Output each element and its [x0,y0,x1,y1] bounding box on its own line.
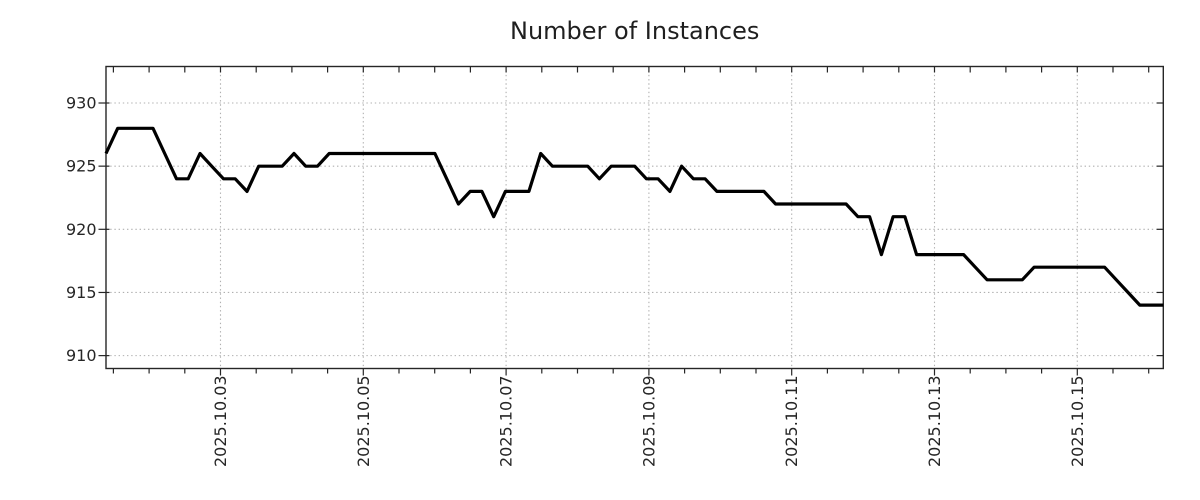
grid-layer [106,66,1164,369]
x-tick-label: 2025.10.05 [354,375,373,467]
x-tick-label: 2025.10.07 [497,375,516,467]
x-tick-label: 2025.10.13 [925,375,944,467]
x-tick-label: 2025.10.15 [1068,375,1087,467]
axis-layer [98,65,1165,376]
axis-labels: 910 915 920 925 930 2025.10.03 2025.10.05 2025.… [66,94,1087,467]
y-tick-label: 915 [66,283,97,302]
chart-title: Number of Instances [510,17,759,45]
series-layer [104,126,1164,307]
y-tick-label: 920 [66,220,97,239]
y-tick-label: 930 [66,94,97,113]
y-tick-label: 910 [66,346,97,365]
plot-border [105,65,1165,370]
data-line-instances [104,126,1164,307]
x-tick-label: 2025.10.11 [782,375,801,467]
x-tick-label: 2025.10.03 [211,375,230,467]
x-tick-label: 2025.10.09 [639,375,658,467]
y-tick-label: 925 [66,157,97,176]
